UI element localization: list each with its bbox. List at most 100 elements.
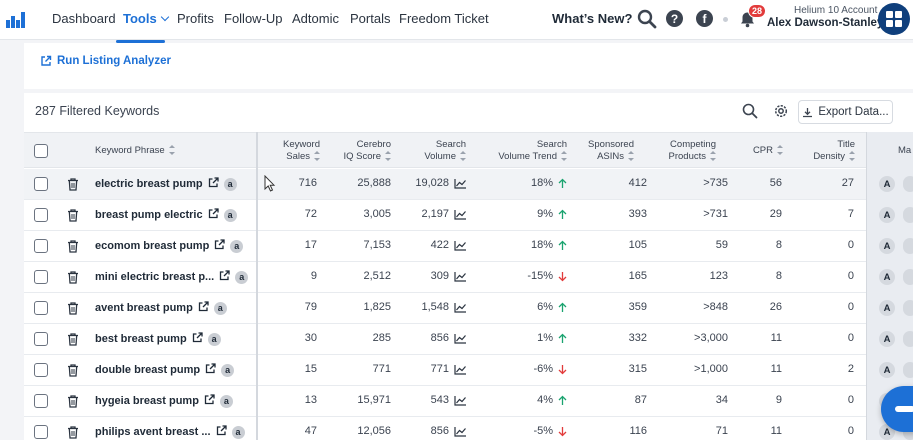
- whats-new-link[interactable]: What’s New?: [552, 11, 633, 26]
- run-listing-analyzer-link[interactable]: Run Listing Analyzer: [40, 55, 171, 67]
- marketplace-pill-partial[interactable]: [903, 424, 913, 440]
- trend-chart-icon[interactable]: [454, 209, 467, 220]
- select-all-checkbox[interactable]: [34, 144, 48, 158]
- trend-chart-icon[interactable]: [454, 302, 467, 313]
- marketplace-pill-partial[interactable]: [903, 207, 913, 223]
- col-keyword-sales[interactable]: Keyword Sales: [283, 139, 320, 163]
- table-row[interactable]: [24, 324, 913, 355]
- nav-tools[interactable]: Tools: [123, 11, 169, 26]
- marketplace-pill-partial[interactable]: [903, 331, 913, 347]
- search-icon[interactable]: [637, 9, 657, 29]
- col-sponsored-asins[interactable]: Sponsored ASINs: [588, 139, 634, 163]
- marketplace-pill-partial[interactable]: [903, 238, 913, 254]
- keyword-phrase[interactable]: electric breast pump: [95, 178, 203, 190]
- amazon-icon[interactable]: a: [235, 271, 249, 284]
- row-checkbox[interactable]: [34, 332, 48, 346]
- marketplace-pill-partial[interactable]: [903, 362, 913, 378]
- avatar[interactable]: [878, 3, 910, 35]
- trash-icon[interactable]: [67, 178, 79, 191]
- trash-icon[interactable]: [67, 209, 79, 222]
- row-checkbox[interactable]: [34, 363, 48, 377]
- marketplace-pill-partial[interactable]: [903, 300, 913, 316]
- marketplace-pill[interactable]: A: [879, 362, 895, 378]
- trash-icon[interactable]: [67, 271, 79, 284]
- col-cerebro-iq[interactable]: Cerebro IQ Score: [344, 139, 391, 163]
- table-row[interactable]: [24, 200, 913, 231]
- col-cpr[interactable]: CPR: [753, 145, 783, 157]
- keyword-phrase[interactable]: avent breast pump: [95, 302, 193, 314]
- amazon-icon[interactable]: a: [213, 302, 227, 315]
- trash-icon[interactable]: [67, 395, 79, 408]
- trash-icon[interactable]: [67, 364, 79, 377]
- help-icon[interactable]: ?: [666, 10, 683, 27]
- trend-chart-icon[interactable]: [454, 364, 467, 375]
- row-checkbox[interactable]: [34, 239, 48, 253]
- row-checkbox[interactable]: [34, 208, 48, 222]
- keyword-phrase[interactable]: hygeia breast pump: [95, 395, 199, 407]
- nav-adtomic[interactable]: Adtomic: [292, 11, 339, 26]
- amazon-icon[interactable]: a: [223, 209, 237, 222]
- external-link-icon[interactable]: [216, 425, 227, 436]
- trash-icon[interactable]: [67, 333, 79, 346]
- facebook-icon[interactable]: f: [696, 10, 713, 27]
- trash-icon[interactable]: [67, 240, 79, 253]
- col-search-volume[interactable]: Search Volume: [424, 139, 466, 163]
- amazon-icon[interactable]: a: [207, 333, 221, 346]
- col-more[interactable]: Ma: [898, 145, 912, 156]
- external-link-icon[interactable]: [198, 301, 209, 312]
- col-keyword-phrase[interactable]: Keyword Phrase: [95, 145, 175, 157]
- table-row[interactable]: [24, 169, 913, 200]
- amazon-icon[interactable]: a: [223, 178, 237, 191]
- external-link-icon[interactable]: [205, 363, 216, 374]
- keyword-phrase[interactable]: ecomom breast pump: [95, 240, 210, 252]
- row-checkbox[interactable]: [34, 394, 48, 408]
- amazon-icon[interactable]: a: [230, 240, 244, 253]
- amazon-icon[interactable]: a: [221, 364, 235, 377]
- col-competing-products[interactable]: Competing Products: [669, 139, 716, 163]
- frozen-column-divider[interactable]: [256, 132, 258, 440]
- external-link-icon[interactable]: [208, 177, 219, 188]
- marketplace-pill-partial[interactable]: [903, 269, 913, 285]
- table-row[interactable]: [24, 262, 913, 293]
- trend-chart-icon[interactable]: [454, 426, 467, 437]
- row-checkbox[interactable]: [34, 301, 48, 315]
- keyword-phrase[interactable]: breast pump electric: [95, 209, 203, 221]
- external-link-icon[interactable]: [208, 208, 219, 219]
- keyword-phrase[interactable]: double breast pump: [95, 364, 201, 376]
- table-row[interactable]: [24, 386, 913, 417]
- table-row[interactable]: [24, 355, 913, 386]
- account-name[interactable]: Alex Dawson-Stanley: [767, 17, 884, 29]
- table-search-icon[interactable]: [742, 103, 758, 119]
- keyword-phrase[interactable]: mini electric breast p...: [95, 271, 215, 283]
- marketplace-pill[interactable]: A: [879, 269, 895, 285]
- nav-follow-up[interactable]: Follow-Up: [224, 11, 283, 26]
- external-link-icon[interactable]: [204, 394, 215, 405]
- export-data-button[interactable]: Export Data...: [798, 100, 893, 124]
- marketplace-pill[interactable]: A: [879, 300, 895, 316]
- amazon-icon[interactable]: a: [219, 395, 233, 408]
- trend-chart-icon[interactable]: [454, 240, 467, 251]
- external-link-icon[interactable]: [192, 332, 203, 343]
- marketplace-pill[interactable]: A: [879, 207, 895, 223]
- trash-icon[interactable]: [67, 302, 79, 315]
- settings-gear-icon[interactable]: [773, 103, 789, 119]
- nav-freedom-ticket[interactable]: Freedom Ticket: [399, 11, 489, 26]
- amazon-icon[interactable]: a: [231, 426, 245, 439]
- external-link-icon[interactable]: [219, 270, 230, 281]
- col-title-density[interactable]: Title Density: [813, 139, 855, 163]
- table-row[interactable]: [24, 231, 913, 262]
- trash-icon[interactable]: [67, 426, 79, 439]
- row-checkbox[interactable]: [34, 425, 48, 439]
- nav-dashboard[interactable]: Dashboard: [52, 11, 116, 26]
- marketplace-pill[interactable]: A: [879, 176, 895, 192]
- keyword-phrase[interactable]: philips avent breast ...: [95, 426, 211, 438]
- trend-chart-icon[interactable]: [454, 395, 467, 406]
- helium10-logo-icon[interactable]: [6, 10, 26, 28]
- row-checkbox[interactable]: [34, 270, 48, 284]
- marketplace-pill[interactable]: A: [879, 238, 895, 254]
- col-search-volume-trend[interactable]: Search Volume Trend: [498, 139, 567, 163]
- marketplace-pill-partial[interactable]: [903, 176, 913, 192]
- table-row[interactable]: [24, 293, 913, 324]
- marketplace-pill[interactable]: A: [879, 331, 895, 347]
- trend-chart-icon[interactable]: [454, 333, 467, 344]
